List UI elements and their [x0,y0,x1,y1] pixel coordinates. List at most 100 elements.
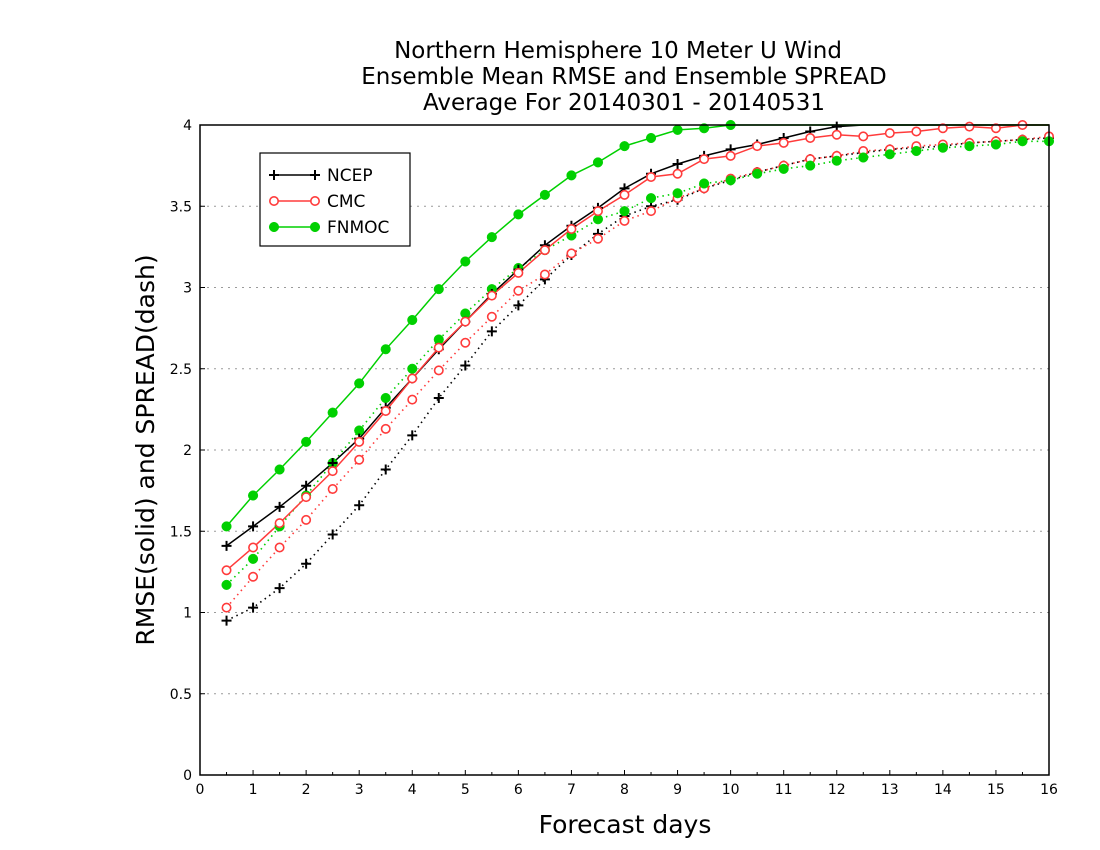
fnmoc-spread-point [380,392,391,404]
y-axis-label: RMSE(solid) and SPREAD(dash) [131,254,160,645]
legend-label-cmc: CMC [327,192,365,212]
cmc-rmse-point [858,131,869,142]
fnmoc-spread-point [911,145,922,157]
fnmoc-rmse-point [327,407,338,418]
cmc-rmse-point [752,141,763,152]
cmc-spread-point [513,285,524,296]
x-tick-label: 13 [881,782,899,798]
x-tick-label: 0 [196,782,205,798]
ncep-rmse-point [672,159,683,169]
cmc-rmse-point [964,121,975,132]
ncep-spread-point [460,360,471,371]
x-axis-label: Forecast days [539,810,712,839]
cmc-rmse-point [805,133,816,144]
cmc-rmse-point [778,137,789,148]
cmc-spread-line [225,135,1050,609]
y-tick-label: 0 [183,768,192,784]
ncep-rmse-point [274,501,285,512]
cmc-spread-point [354,454,365,465]
cmc-spread-point [539,269,550,280]
chart-title: Northern Hemisphere 10 Meter U Wind Ense… [361,38,886,116]
fnmoc-spread-point [964,141,975,152]
cmc-rmse-point [884,128,895,139]
fnmoc-spread-point [672,188,683,199]
x-tick-label: 15 [987,782,1005,798]
cmc-spread-point [566,248,577,259]
ncep-spread-point [301,558,312,569]
x-tick-label: 3 [355,782,364,798]
fnmoc-rmse-point [513,209,524,220]
legend-label-fnmoc: FNMOC [327,218,389,238]
x-tick-label: 11 [775,782,793,798]
ncep-spread-point [486,326,497,337]
fnmoc-rmse-point [619,141,630,152]
cmc-spread-point [619,215,630,226]
cmc-rmse-point [274,518,285,529]
series-markers [221,119,1055,626]
fnmoc-rmse-point [539,189,550,200]
fnmoc-spread-point [831,155,842,166]
cmc-spread-point [221,602,232,613]
ncep-rmse-point [248,521,259,532]
y-tick-label: 3 [183,281,192,297]
fnmoc-spread-point [778,163,789,174]
ncep-spread-point [354,500,365,511]
cmc-rmse-point [539,245,550,256]
legend-marker-cmc [309,196,320,207]
legend-marker-cmc [268,196,279,207]
cmc-rmse-point [990,123,1001,134]
fnmoc-spread-point [884,149,895,160]
x-tick-label: 16 [1040,782,1058,798]
fnmoc-spread-point [248,553,259,564]
ncep-rmse-point [221,540,232,551]
legend-box [259,152,411,247]
fnmoc-rmse-point [248,490,259,501]
cmc-spread-point [460,337,471,348]
x-tick-label: 6 [514,782,523,798]
fnmoc-rmse-point [433,284,444,295]
x-tick-label: 2 [302,782,311,798]
cmc-rmse-point [646,172,657,183]
cmc-rmse-point [407,373,418,384]
grid-lines [200,205,1049,695]
ncep-spread-point [433,393,444,403]
cmc-spread-point [327,483,338,494]
ncep-spread-point [327,529,338,540]
chart-title-line-3: Average For 20140301 - 20140531 [423,90,825,116]
ncep-spread-point [513,300,524,311]
fnmoc-rmse-point [221,521,232,532]
y-tick-label: 2 [183,443,192,459]
x-tick-label: 9 [673,782,682,798]
cmc-spread-point [592,233,603,244]
fnmoc-rmse-point [486,232,497,243]
x-tick-label: 1 [249,782,258,798]
chart-title-line-2: Ensemble Mean RMSE and Ensemble SPREAD [361,64,886,90]
cmc-rmse-point [486,290,497,301]
fnmoc-spread-point [752,168,763,179]
cmc-rmse-point [513,267,524,278]
legend-marker-fnmoc [268,221,280,233]
x-tick-label: 14 [934,782,952,798]
ncep-spread-point [274,583,285,594]
x-axis-ticks: 0 1 2 3 4 5 6 7 8 9 10 11 12 13 14 15 16 [196,770,1058,798]
fnmoc-rmse-point [301,436,312,447]
y-tick-label: 1.5 [170,524,192,540]
cmc-rmse-point [433,342,444,353]
fnmoc-spread-point [221,579,232,590]
ncep-spread-point [407,430,418,441]
y-tick-label: 1 [183,606,192,622]
cmc-rmse-point [248,542,259,553]
cmc-spread-point [433,365,444,376]
cmc-spread-point [407,394,418,405]
cmc-spread-point [646,206,657,217]
cmc-rmse-point [592,206,603,217]
cmc-rmse-point [354,436,365,447]
x-tick-label: 4 [408,782,417,798]
fnmoc-rmse-point [672,124,683,135]
legend-marker-fnmoc [309,221,321,233]
y-axis-ticks: 0 0.5 1 1.5 2 2.5 3 3.5 4 [170,118,205,784]
fnmoc-rmse-point [274,464,285,475]
cmc-rmse-point [619,189,630,200]
fnmoc-rmse-point [645,132,657,144]
